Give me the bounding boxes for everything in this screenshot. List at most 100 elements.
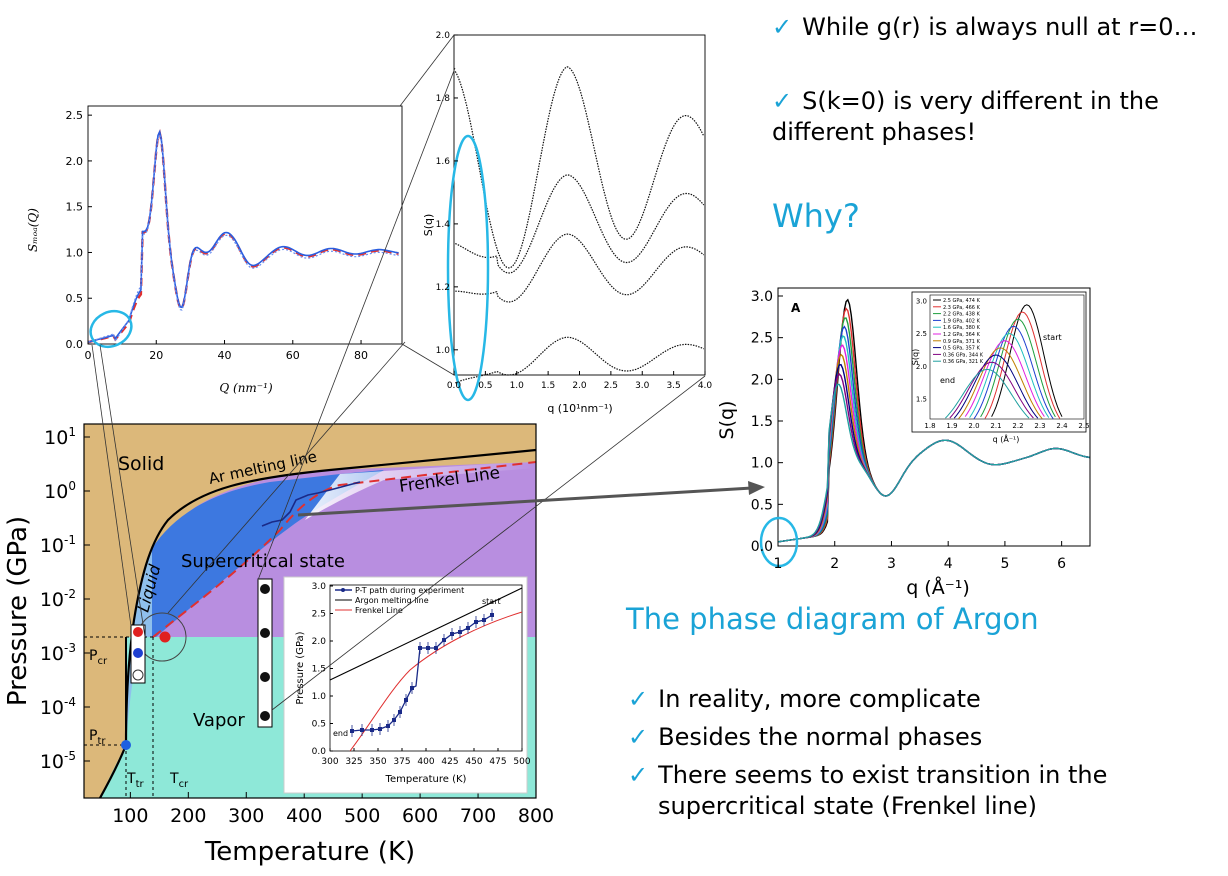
sqA-panel-label: A	[791, 301, 801, 315]
melting-line	[124, 448, 536, 746]
connector-5	[401, 343, 455, 376]
phase-y-tick-label: 10-1	[40, 533, 76, 557]
sqA-inset-curves	[945, 304, 1063, 420]
sc-dot-1	[260, 584, 270, 594]
inset-point	[398, 710, 402, 714]
connector-1	[91, 344, 132, 627]
inset-pt-points	[350, 609, 494, 737]
smod-bg	[30, 104, 430, 420]
sqA-inset-y-tick-label: 1.5	[916, 395, 927, 403]
legend-dot-path	[341, 588, 345, 592]
supercritical-label: Supercritical state	[181, 551, 345, 572]
sqA-highlight	[759, 516, 799, 568]
inset-point	[482, 618, 486, 622]
arrow-shaft	[297, 486, 753, 517]
sqA-x-tick-label: 1	[774, 556, 783, 572]
phase-y-tick-label: 10-2	[40, 587, 76, 611]
bullet-text: S(k=0) is very different in the differen…	[772, 87, 1159, 146]
smod-x-ticks: 0 20 40 60 80	[85, 340, 368, 362]
smod-dotted-curve	[87, 132, 399, 343]
sample-dot-blue	[133, 648, 143, 658]
bullet-text: While g(r) is always null at r=0…	[802, 13, 1198, 41]
inset-point	[474, 620, 478, 624]
inset-point	[360, 728, 364, 732]
smod-x-tick-label: 0	[85, 349, 92, 362]
phase-y-tick-label: 10-5	[40, 749, 76, 773]
sqA-inset-x-tick-label: 2.3	[1034, 422, 1045, 430]
smod-y-tick-label: 2.5	[66, 109, 84, 122]
smod-blue-curve	[87, 129, 399, 343]
bullet-sk-zero: ✓ S(k=0) is very different in the differe…	[772, 86, 1222, 148]
sqA-inset-x-tick-label: 1.9	[946, 422, 957, 430]
sq-y-tick-label: 1.0	[436, 346, 451, 356]
smod-x-tick-label: 20	[149, 349, 163, 362]
check-icon: ✓	[628, 723, 649, 751]
inset-point	[418, 646, 422, 650]
check-icon: ✓	[772, 13, 793, 41]
bullet-text: Besides the normal phases	[658, 723, 983, 751]
connectors	[91, 34, 706, 711]
connector-4	[399, 34, 455, 107]
sqA-inset-curve	[958, 347, 1043, 420]
inset-y-tick-label: 1.0	[312, 692, 327, 702]
sqA-y-tick-label: 1.5	[751, 414, 773, 430]
sq-x-tick-label: 0.0	[447, 381, 462, 391]
smod-y-tick-label: 2.0	[66, 155, 84, 168]
sqA-inset-y-tick-label: 2.5	[916, 330, 927, 338]
bullet-text: There seems to exist transition in the s…	[658, 761, 1108, 820]
smod-y-ticks: 0.0 0.5 1.0 1.5 2.0 2.5	[66, 109, 92, 351]
inset-point	[350, 729, 354, 733]
sqA-x-label: q (Å⁻¹)	[906, 576, 970, 599]
sq-x-ticks: 0.0 0.5 1.0 1.5 2.0 2.5 3.0 3.5 4.0	[447, 371, 712, 391]
sq-bg	[424, 30, 706, 416]
connector-3	[167, 341, 406, 614]
sqA-inset-curve	[969, 332, 1050, 418]
inset-point	[410, 686, 414, 690]
tcr-label: Tcr	[169, 771, 189, 790]
sq-y-tick-label: 2.0	[436, 31, 451, 41]
inset-y-tick-label: 2.5	[312, 610, 326, 620]
sample-dot-red	[133, 627, 143, 637]
sq-curve	[455, 233, 705, 303]
inset-point	[466, 626, 470, 630]
sqA-y-tick-label: 1.0	[751, 456, 773, 472]
inset-x-tick-label: 375	[393, 757, 410, 767]
sqA-x-tick-label: 2	[830, 556, 839, 572]
sc-dot-3	[260, 672, 270, 682]
inset-point	[442, 638, 446, 642]
sqA-legend-entry: 1.9 GPa, 402 K	[943, 318, 981, 324]
inset-point	[404, 698, 408, 702]
inset-point	[370, 728, 374, 732]
sqA-inset-start: start	[1043, 333, 1062, 342]
inset-point	[392, 718, 396, 722]
inset-point	[458, 630, 462, 634]
check-icon: ✓	[628, 685, 649, 713]
phase-x-tick-label: 200	[170, 805, 206, 827]
phase-x-tick-label: 100	[112, 805, 148, 827]
phase-x-tick-label: 800	[518, 805, 554, 827]
smod-y-tick-label: 1.0	[66, 246, 84, 259]
phase-y-tick-label: 10-3	[40, 641, 76, 665]
phase-y-axis-label: Pressure (GPa)	[3, 516, 33, 706]
sqA-y-ticks: 0.0 0.5 1.0 1.5 2.0 2.5 3.0	[751, 289, 783, 555]
sc-dot-2	[260, 628, 270, 638]
inset-point	[378, 727, 382, 731]
why-heading: Why?	[772, 197, 860, 235]
sq-y-tick-label: 1.6	[436, 157, 451, 167]
sq-y-tick-label: 1.2	[436, 283, 450, 293]
smod-y-label: Sₘₒₐ(Q)	[26, 208, 40, 252]
sqA-plot: A 1 2 3 4 5 6 0.0 0.5 1.0 1.5 2.0 2.5 3.0 q (Å⁻¹) S…	[716, 287, 1091, 599]
sqA-x-tick-label: 4	[944, 556, 953, 572]
inset-y-tick-label: 0.0	[312, 747, 327, 757]
phase-diagram-frame	[83, 423, 537, 799]
sq-x-tick-label: 2.0	[572, 381, 587, 391]
legend-melting: Argon melting line	[355, 596, 429, 605]
sqA-legend-entry: 0.9 GPa, 371 K	[943, 339, 981, 345]
sqA-legend-entry: 2.5 GPa, 474 K	[943, 298, 981, 304]
inset-y-tick-label: 2.0	[312, 637, 327, 647]
sqA-y-label: S(q)	[716, 401, 738, 440]
sqA-y-tick-label: 3.0	[751, 289, 773, 305]
inset-point	[434, 646, 438, 650]
sq-curves	[454, 66, 705, 384]
